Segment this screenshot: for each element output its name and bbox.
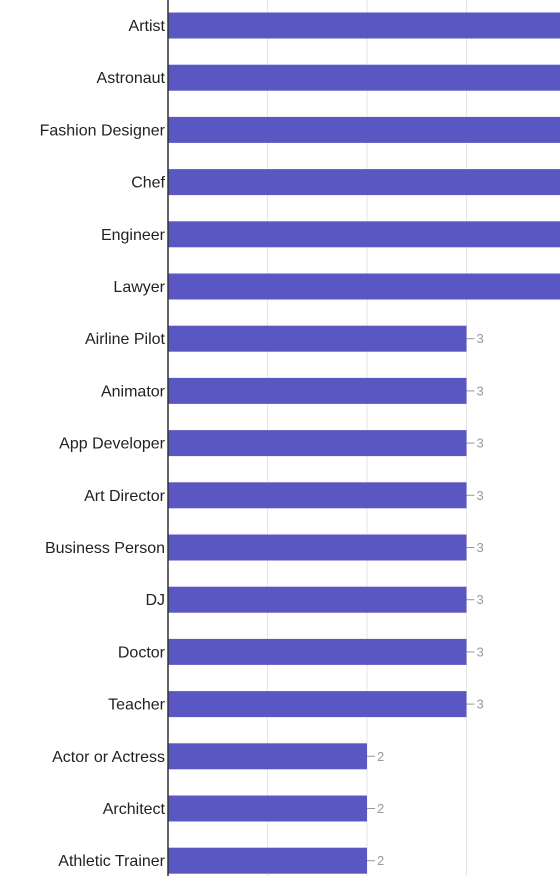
bar (168, 65, 560, 91)
bar (168, 796, 367, 822)
bar (168, 535, 467, 561)
category-label: Athletic Trainer (58, 853, 165, 870)
value-label: 3 (477, 644, 484, 659)
category-label: Art Director (84, 488, 166, 505)
category-label: Actor or Actress (52, 749, 165, 766)
category-label: Business Person (45, 540, 165, 557)
category-label: Astronaut (97, 70, 166, 87)
category-label: App Developer (59, 436, 166, 453)
value-label: 2 (377, 801, 384, 816)
category-label: Airline Pilot (85, 331, 166, 348)
value-label: 2 (377, 853, 384, 868)
category-label: Artist (129, 18, 166, 35)
bar (168, 691, 467, 717)
bar (168, 430, 467, 456)
bar (168, 482, 467, 508)
category-label: Engineer (101, 227, 166, 244)
value-label: 2 (377, 749, 384, 764)
value-label: 3 (477, 436, 484, 451)
category-label: Chef (131, 175, 165, 192)
value-label: 3 (477, 540, 484, 555)
bars (168, 13, 560, 874)
bar (168, 117, 560, 143)
value-label: 3 (477, 697, 484, 712)
value-label: 3 (477, 592, 484, 607)
category-label: Fashion Designer (40, 122, 166, 139)
bar (168, 639, 467, 665)
bar (168, 743, 367, 769)
category-label: Lawyer (113, 279, 165, 296)
bar (168, 326, 467, 352)
bar (168, 169, 560, 195)
category-label: Architect (103, 801, 166, 818)
bar (168, 274, 560, 300)
category-label: DJ (145, 592, 165, 609)
category-label: Doctor (118, 644, 166, 661)
value-label: 3 (477, 488, 484, 503)
bar (168, 13, 560, 39)
bar (168, 221, 560, 247)
bar (168, 848, 367, 874)
category-label: Teacher (108, 697, 166, 714)
value-label: 3 (477, 383, 484, 398)
bar (168, 587, 467, 613)
category-label: Animator (101, 383, 166, 400)
bar (168, 378, 467, 404)
category-labels: Artist Astronaut Fashion Designer Chef Engin… (40, 18, 166, 870)
value-label: 3 (477, 331, 484, 346)
